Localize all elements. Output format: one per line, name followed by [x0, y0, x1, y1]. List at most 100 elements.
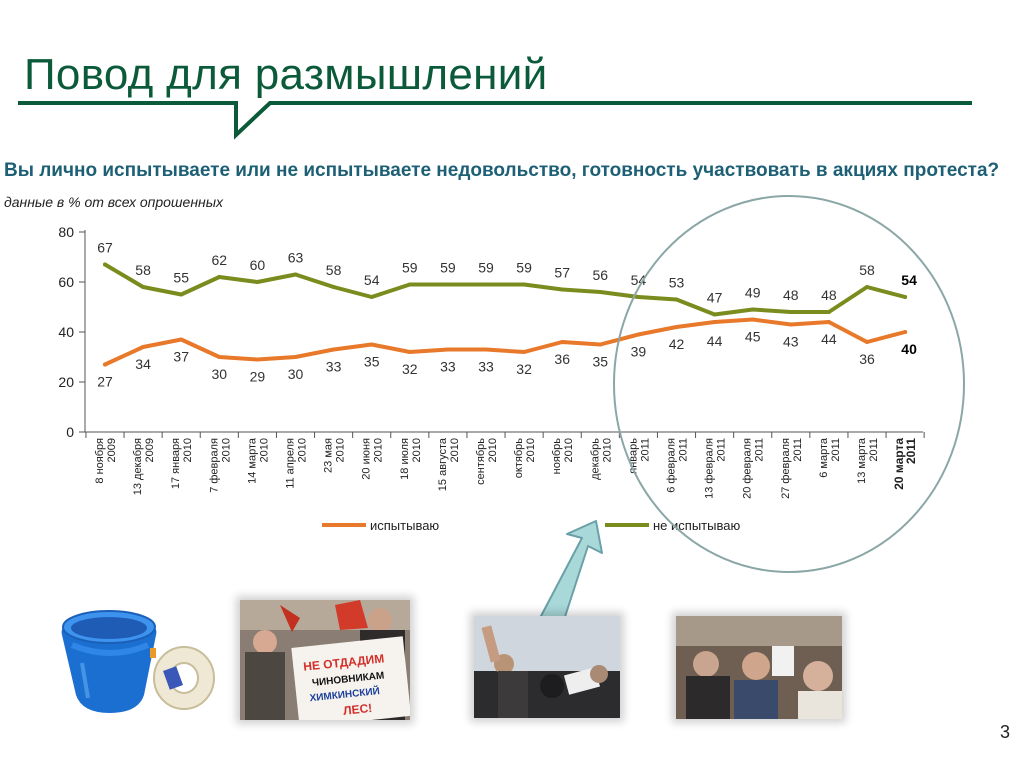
- point-0-13: [598, 342, 603, 347]
- x-tick-label: октябрь2010: [513, 438, 537, 478]
- point-1-7: [369, 295, 374, 299]
- x-tick-label: 8 ноября2009: [94, 438, 118, 484]
- chart-question: Вы лично испытываете или не испытываете …: [4, 160, 1000, 181]
- data-label-1-21: 54: [901, 272, 917, 288]
- data-label-1-14: 54: [631, 272, 647, 288]
- data-label-1-17: 49: [745, 285, 761, 301]
- point-0-14: [636, 332, 641, 337]
- point-0-11: [522, 350, 527, 354]
- bucket-and-tape: [61, 610, 215, 713]
- x-tick-label: 6 марта2011: [818, 437, 842, 478]
- data-label-1-8: 59: [402, 260, 418, 276]
- legend-label-1: не испытываю: [653, 518, 740, 533]
- data-label-1-19: 48: [821, 287, 837, 303]
- point-0-3: [217, 355, 222, 359]
- point-1-11: [522, 282, 527, 287]
- point-1-5: [293, 272, 298, 277]
- data-label-0-4: 29: [250, 369, 266, 385]
- data-label-0-16: 44: [707, 333, 723, 349]
- point-1-19: [826, 310, 831, 314]
- point-0-9: [445, 347, 450, 352]
- y-tick-label: 40: [58, 324, 74, 340]
- point-1-13: [598, 290, 603, 294]
- point-0-20: [865, 340, 869, 344]
- data-label-0-7: 35: [364, 354, 380, 370]
- data-label-0-6: 33: [326, 359, 342, 375]
- x-tick-label: 18 июля2010: [399, 438, 423, 480]
- data-label-0-10: 33: [478, 359, 494, 375]
- data-label-1-20: 58: [859, 262, 875, 278]
- x-tick-label: 13 марта2011: [856, 437, 880, 484]
- point-0-2: [179, 337, 184, 342]
- y-tick-label: 60: [58, 274, 74, 290]
- point-1-0: [103, 262, 107, 267]
- x-tick-label: 7 февраля2010: [208, 438, 232, 493]
- protest-photo-2: [474, 616, 620, 718]
- point-1-21: [903, 295, 908, 299]
- point-1-3: [217, 275, 222, 279]
- protest-photo-1: НЕ ОТДАДИМ ЧИНОВНИКАМ ХИМКИНСКИЙ ЛЕС!: [240, 600, 410, 720]
- point-1-14: [636, 295, 641, 299]
- chart-subtitle: данные в % от всех опрошенных: [4, 194, 224, 210]
- slide-title: Повод для размышлений: [24, 50, 548, 99]
- data-label-0-12: 36: [554, 351, 570, 367]
- data-label-0-2: 37: [173, 349, 189, 365]
- point-1-10: [484, 282, 488, 287]
- data-label-1-0: 67: [97, 240, 113, 256]
- data-label-0-11: 32: [516, 361, 532, 377]
- y-tick-label: 0: [66, 424, 74, 440]
- data-label-0-17: 45: [745, 329, 761, 345]
- data-label-1-12: 57: [554, 265, 570, 281]
- line-chart: 0 20 40 60 80 8 ноября2009 13 декабря2009 17 ян…: [58, 224, 925, 533]
- data-label-1-11: 59: [516, 260, 532, 276]
- point-0-8: [407, 350, 412, 354]
- title-underline: [18, 101, 972, 140]
- data-label-1-13: 56: [593, 267, 609, 283]
- sign-line-4: ЛЕС!: [342, 701, 372, 718]
- data-label-0-9: 33: [440, 359, 456, 375]
- data-label-0-3: 30: [212, 366, 228, 382]
- point-0-17: [750, 317, 755, 322]
- highlight-circle: [613, 195, 965, 573]
- point-0-18: [788, 322, 793, 327]
- point-0-10: [484, 347, 488, 352]
- data-label-0-0: 27: [97, 374, 113, 390]
- point-0-4: [255, 357, 260, 362]
- series-line-0: [103, 317, 908, 367]
- x-tick-label: 13 декабря2009: [132, 438, 156, 495]
- point-0-6: [331, 347, 336, 352]
- point-1-12: [560, 287, 565, 292]
- page-number: 3: [999, 722, 1010, 742]
- point-1-17: [750, 307, 755, 312]
- point-1-9: [445, 282, 450, 287]
- data-label-1-4: 60: [250, 257, 266, 273]
- data-label-0-19: 44: [821, 331, 837, 347]
- point-1-6: [331, 285, 336, 289]
- data-label-1-9: 59: [440, 260, 456, 276]
- x-tick-label: 13 февраля2011: [704, 438, 728, 499]
- x-tick-label: 6 февраля2011: [666, 438, 690, 493]
- data-label-1-7: 54: [364, 272, 380, 288]
- data-label-0-5: 30: [288, 366, 304, 382]
- data-label-0-15: 42: [669, 336, 685, 352]
- tape-roll-icon: [153, 646, 215, 710]
- point-1-16: [712, 312, 717, 317]
- point-1-20: [865, 285, 869, 289]
- y-tick-label: 20: [58, 374, 74, 390]
- legend-label-0: испытываю: [370, 518, 439, 533]
- point-0-12: [560, 340, 565, 344]
- protest-photo-3: [676, 616, 842, 719]
- point-0-15: [674, 325, 679, 329]
- data-label-1-5: 63: [288, 250, 304, 266]
- x-tick-label: 15 августа2010: [437, 437, 461, 491]
- x-tick-label: сентябрь2010: [475, 438, 499, 485]
- data-label-1-6: 58: [326, 262, 342, 278]
- point-0-7: [369, 342, 374, 347]
- point-0-19: [826, 320, 831, 324]
- x-tick-label: 20 февраля2011: [742, 438, 766, 499]
- point-0-16: [712, 320, 717, 324]
- data-label-1-2: 55: [173, 270, 189, 286]
- x-tick-label: 14 марта2010: [246, 437, 270, 484]
- y-tick-label: 80: [58, 224, 74, 240]
